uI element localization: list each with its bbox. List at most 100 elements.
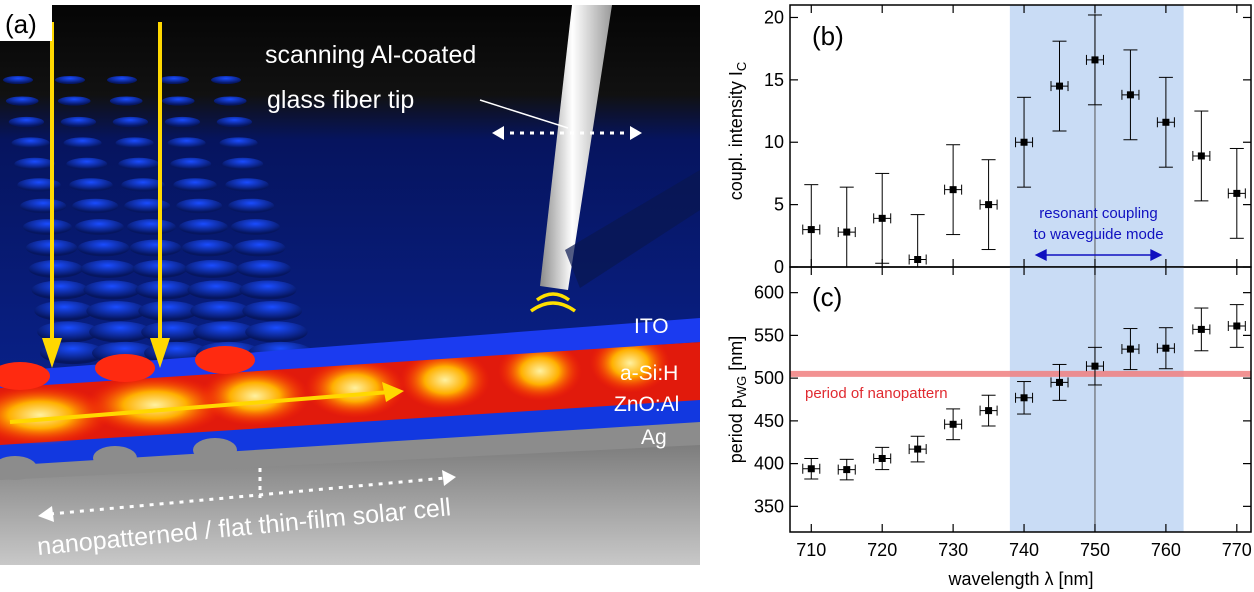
chart-c: period of nanopattern 350 400 450 500 550 600… (726, 266, 1252, 589)
x-tick-label: 760 (1151, 540, 1181, 560)
dimple (5, 96, 39, 106)
data-point (1020, 394, 1028, 402)
annotation-line1: resonant coupling (1039, 205, 1157, 222)
dimple (11, 137, 50, 149)
dimple (176, 198, 223, 214)
tip-label-line1: scanning Al-coated (265, 41, 476, 69)
dimple (20, 198, 67, 214)
guided-arrow-head (382, 382, 404, 402)
dimple (138, 300, 199, 322)
dimple (31, 280, 89, 300)
data-point (1091, 56, 1099, 64)
x-tick-label: 740 (1009, 540, 1039, 560)
field-hotspot (0, 385, 110, 445)
dimple (187, 280, 245, 300)
dimple (225, 178, 269, 192)
data-point (1056, 82, 1064, 90)
panel-c-label: (c) (812, 282, 842, 312)
dimple (115, 137, 154, 149)
x-axis-title: wavelength λ [nm] (947, 569, 1093, 589)
bottom-bump (0, 456, 37, 480)
layer-label-asi: a-Si:H (620, 362, 678, 385)
annotation-arrowhead-left (1034, 249, 1047, 261)
resonance-band (1009, 5, 1184, 267)
data-point (843, 466, 851, 474)
data-point (949, 420, 957, 428)
dimple (77, 239, 130, 257)
field-hotspot (498, 341, 582, 401)
dimple (57, 96, 91, 106)
dimple (245, 321, 308, 343)
b-ylabel-sub: C (734, 62, 749, 71)
dimple (213, 96, 247, 106)
tip-pointer-line (479, 99, 569, 129)
dimple (118, 157, 160, 171)
c-ylabel-unit: [nm] (726, 336, 746, 376)
field-hotspots (0, 333, 670, 445)
data-point (1197, 325, 1205, 333)
x-tick-label: 750 (1080, 540, 1110, 560)
dimple (181, 239, 234, 257)
layer-label-ito: ITO (634, 315, 669, 338)
bottom-bump (93, 446, 137, 470)
field-hotspot (400, 350, 490, 410)
dimple (69, 178, 113, 192)
field-hotspot (590, 333, 670, 393)
data-point (914, 445, 922, 453)
dimple (66, 157, 108, 171)
dimple (83, 280, 141, 300)
data-point (1126, 345, 1134, 353)
dimple (219, 137, 258, 149)
dimple (55, 76, 85, 84)
fiber-tip (540, 5, 612, 290)
data-point (1233, 322, 1241, 330)
x-tick-label: 710 (796, 540, 826, 560)
glow-arc-2 (529, 301, 577, 313)
y-tick-label: 15 (764, 70, 784, 90)
scan-arrow-left (492, 126, 504, 140)
annotation-arrow (1034, 249, 1163, 261)
dimple (63, 137, 102, 149)
b-ticks: 0 5 10 15 20 (764, 5, 1251, 277)
x-tick-label: 720 (867, 540, 897, 560)
resonance-band (1009, 267, 1184, 532)
dimple (34, 300, 95, 322)
y-tick-label: 5 (774, 195, 784, 215)
dimple (3, 76, 33, 84)
data-point (985, 201, 993, 209)
dimple (107, 76, 137, 84)
data-point (1020, 138, 1028, 146)
ito-layer (0, 318, 700, 388)
span-arrow-left (38, 506, 54, 522)
b-points (802, 14, 1246, 268)
dimple (86, 300, 147, 322)
dimple (178, 219, 228, 235)
bottom-bump (193, 438, 237, 462)
layer-label-ag: Ag (641, 426, 667, 449)
field-hotspot (305, 358, 405, 418)
dimple (173, 178, 217, 192)
tip-label-line2: glass fiber tip (267, 86, 414, 114)
dimple (230, 219, 280, 235)
dimple (170, 157, 212, 171)
dimple (126, 219, 176, 235)
data-point (1233, 189, 1241, 197)
y-tick-label: 350 (754, 496, 784, 516)
dimple (233, 239, 286, 257)
scan-arrow-right (630, 126, 642, 140)
dimple (17, 178, 61, 192)
dimple (112, 116, 149, 128)
data-point (914, 256, 922, 264)
data-point (949, 186, 957, 194)
dimple (161, 96, 195, 106)
dimple (211, 76, 241, 84)
dimple (193, 321, 256, 343)
panel-b-label: (b) (812, 21, 844, 51)
cell-span (49, 476, 446, 516)
guided-arrow-line (9, 390, 391, 424)
dimple (228, 198, 275, 214)
top-bump (95, 354, 155, 382)
x-tick-label: 730 (938, 540, 968, 560)
data-point (878, 454, 886, 462)
